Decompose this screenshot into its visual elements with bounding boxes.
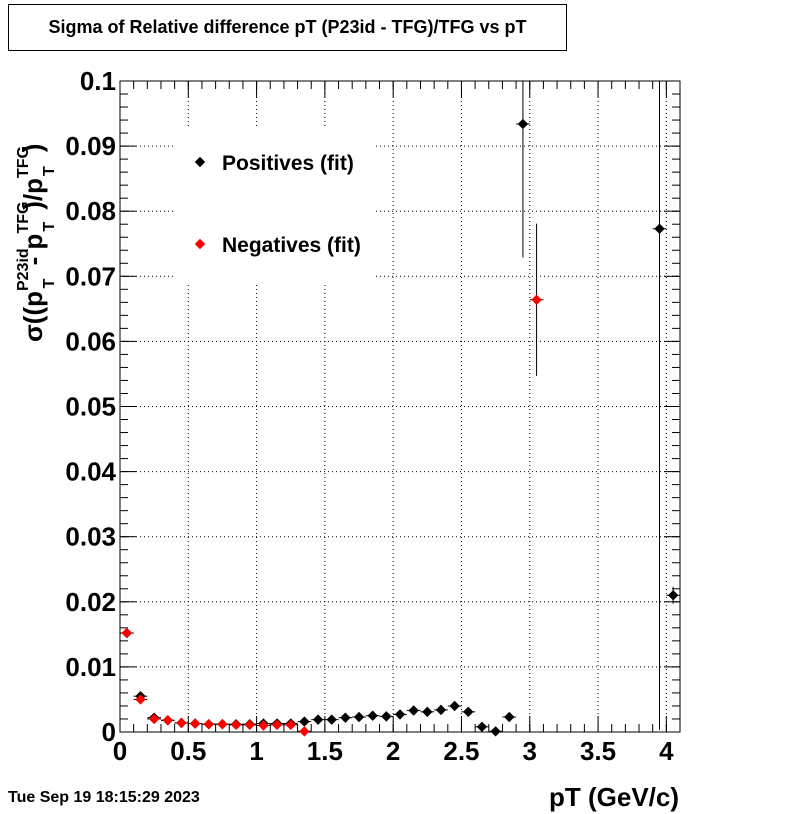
tick-labels: 0 0.5 1 1.5 2 2.5 3 3.5 4 0 0.01 0.02 0.03 0.04 0.05 0.… [65, 66, 674, 766]
x-tick-label: 3 [523, 736, 537, 766]
axis-ticks [119, 80, 681, 733]
x-tick-label: 1 [249, 736, 263, 766]
data-point [121, 627, 133, 639]
y-title-sub: T [41, 166, 58, 176]
data-point [490, 726, 501, 737]
data-point [326, 714, 337, 725]
y-title-sup: P23id [15, 248, 32, 291]
y-tick-label: 0.06 [65, 326, 116, 356]
data-point [531, 294, 542, 305]
y-title-sub: T [41, 278, 58, 288]
chart-title: Sigma of Relative difference pT (P23id -… [8, 4, 567, 51]
y-title-part: - p [18, 234, 48, 273]
data-point [299, 716, 310, 727]
data-point [422, 706, 433, 718]
series-negatives [120, 223, 544, 737]
y-tick-label: 0 [102, 717, 116, 747]
data-point [654, 223, 665, 234]
y-tick-label: 0.02 [65, 587, 116, 617]
y-title-part: )/p [18, 178, 48, 210]
legend-box [176, 126, 376, 283]
data-point [408, 705, 419, 716]
y-axis-title: σ((pP23id T - pTFG T)/pTFG T) [15, 144, 58, 342]
y-title-sub: T [41, 222, 58, 232]
data-point [381, 711, 392, 722]
data-point [162, 715, 174, 726]
data-point [217, 718, 228, 730]
data-point [667, 590, 679, 601]
legend-entry: Positives (fit) [194, 152, 354, 175]
y-tick-label: 0.05 [65, 392, 116, 422]
legend: Positives (fit) Negatives (fit) [194, 152, 361, 257]
data-point [449, 700, 460, 712]
data-point [504, 711, 515, 723]
timestamp: Tue Sep 19 18:15:29 2023 [8, 789, 200, 806]
legend-label: Negatives (fit) [222, 234, 361, 257]
data-point [312, 714, 324, 725]
data-point [148, 713, 160, 725]
x-axis-title: pT (GeV/c) [549, 782, 679, 812]
data-point [176, 717, 187, 729]
data-point [258, 720, 269, 731]
data-point [517, 118, 529, 130]
data-point [367, 710, 378, 721]
x-tick-label: 1.5 [307, 736, 343, 766]
data-point [340, 712, 351, 723]
data-marks [120, 81, 680, 737]
x-tick-label: 0 [113, 736, 127, 766]
y-tick-label: 0.01 [65, 652, 116, 682]
data-point [463, 706, 474, 718]
data-point [244, 719, 255, 731]
data-point [394, 709, 406, 720]
y-title-sup: TFG [15, 146, 32, 178]
x-tick-label: 0.5 [170, 736, 206, 766]
data-point [476, 721, 488, 732]
y-title-part: ) [18, 144, 48, 153]
x-tick-label: 4 [659, 736, 674, 766]
legend-marker [194, 238, 206, 250]
y-tick-label: 0.1 [80, 66, 116, 96]
y-title-sup: TFG [15, 202, 32, 234]
data-point [135, 694, 146, 705]
data-point [285, 719, 296, 731]
y-tick-label: 0.07 [65, 261, 116, 291]
y-tick-label: 0.09 [65, 131, 116, 161]
data-point [230, 719, 242, 731]
y-tick-label: 0.03 [65, 522, 116, 552]
data-point [353, 711, 365, 723]
y-tick-label: 0.04 [65, 457, 116, 487]
data-point [189, 718, 201, 729]
y-tick-label: 0.08 [65, 196, 116, 226]
y-title-part: σ((p [18, 291, 48, 342]
legend-marker [194, 156, 206, 168]
data-point [299, 726, 310, 737]
x-tick-label: 2 [386, 736, 400, 766]
data-point [435, 704, 447, 716]
data-point [271, 719, 283, 731]
data-point [203, 718, 214, 730]
legend-label: Positives (fit) [222, 152, 354, 175]
x-tick-label: 2.5 [443, 736, 479, 766]
x-tick-label: 3.5 [580, 736, 616, 766]
legend-entry: Negatives (fit) [194, 234, 361, 257]
